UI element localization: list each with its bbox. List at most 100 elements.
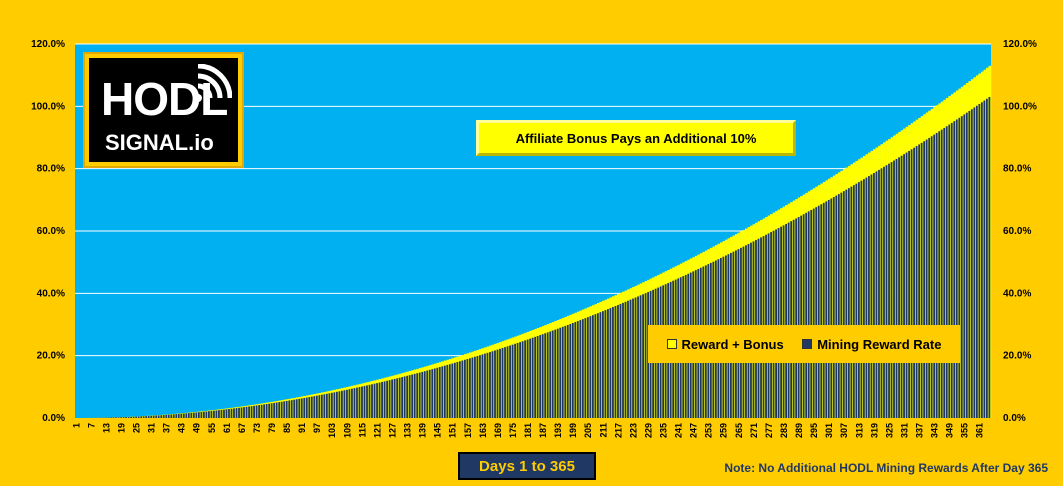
bar bbox=[857, 182, 860, 418]
bar bbox=[918, 144, 921, 418]
bar bbox=[790, 221, 793, 418]
bar bbox=[474, 356, 476, 418]
bar bbox=[268, 403, 271, 418]
bar bbox=[772, 230, 775, 418]
bar bbox=[524, 340, 527, 418]
bar bbox=[323, 394, 326, 418]
x-tick-label: 37 bbox=[162, 423, 172, 433]
y-axis-left: 0.0% 20.0% 40.0% 60.0% 80.0% 100.0% 120.0% bbox=[31, 39, 65, 424]
bar bbox=[381, 381, 383, 418]
bar bbox=[968, 110, 971, 418]
x-tick-label: 277 bbox=[764, 423, 774, 438]
bar bbox=[195, 412, 198, 418]
bar bbox=[233, 408, 235, 418]
bar bbox=[160, 415, 163, 418]
bar bbox=[255, 405, 258, 418]
bar bbox=[157, 415, 160, 418]
bar bbox=[235, 408, 238, 418]
bar bbox=[629, 299, 632, 418]
bar bbox=[175, 414, 178, 418]
bar bbox=[586, 317, 589, 418]
x-tick-label: 235 bbox=[659, 423, 669, 438]
x-tick-label: 49 bbox=[192, 423, 202, 433]
bar bbox=[955, 119, 958, 418]
x-tick-label: 355 bbox=[960, 423, 970, 438]
bar bbox=[248, 406, 250, 418]
x-tick-label: 289 bbox=[794, 423, 804, 438]
bar bbox=[418, 372, 421, 418]
x-tick-label: 139 bbox=[418, 423, 428, 438]
bar bbox=[250, 406, 253, 418]
x-tick-label: 127 bbox=[387, 423, 397, 438]
bar bbox=[336, 391, 338, 418]
bar bbox=[225, 409, 228, 418]
bar bbox=[466, 359, 469, 418]
bar bbox=[504, 347, 506, 418]
bar bbox=[132, 416, 135, 418]
bar bbox=[325, 393, 328, 418]
y-tick-label-left: 20.0% bbox=[37, 351, 65, 362]
bar bbox=[320, 394, 323, 418]
bar bbox=[925, 139, 928, 418]
bar bbox=[499, 348, 501, 418]
bar bbox=[152, 415, 155, 418]
bar bbox=[554, 329, 557, 418]
bar bbox=[644, 293, 647, 418]
bar bbox=[627, 300, 629, 418]
bar bbox=[122, 417, 125, 418]
bar bbox=[197, 412, 200, 418]
bar bbox=[898, 157, 900, 418]
bar bbox=[935, 132, 938, 418]
bar bbox=[847, 188, 850, 418]
bar bbox=[426, 370, 429, 418]
bar bbox=[800, 215, 803, 418]
bar bbox=[860, 180, 863, 418]
bar bbox=[155, 415, 158, 418]
x-tick-label: 337 bbox=[914, 423, 924, 438]
x-tick-label: 97 bbox=[312, 423, 322, 433]
bar bbox=[238, 407, 240, 418]
bar bbox=[827, 199, 830, 418]
x-tick-label: 103 bbox=[327, 423, 337, 438]
bar bbox=[388, 380, 391, 418]
x-tick-label: 31 bbox=[147, 423, 157, 433]
legend: Reward + Bonus Mining Reward Rate bbox=[648, 325, 960, 363]
x-tick-label: 181 bbox=[523, 423, 533, 438]
x-tick-label: 199 bbox=[568, 423, 578, 438]
hodl-signal-logo: HODL SIGNAL.io bbox=[83, 52, 244, 168]
bar bbox=[920, 142, 923, 418]
bar bbox=[456, 362, 459, 418]
bar bbox=[594, 314, 597, 418]
bar bbox=[368, 384, 371, 418]
bar bbox=[270, 403, 273, 418]
bar bbox=[356, 387, 358, 418]
bar bbox=[220, 409, 223, 418]
bar bbox=[579, 320, 582, 418]
bar bbox=[928, 137, 931, 419]
bar bbox=[963, 114, 966, 418]
bar bbox=[943, 127, 946, 418]
bar bbox=[358, 387, 361, 418]
bar bbox=[245, 406, 248, 418]
bar bbox=[840, 192, 843, 418]
bar bbox=[850, 186, 853, 418]
x-tick-label: 211 bbox=[598, 423, 608, 438]
bar bbox=[945, 126, 948, 419]
x-tick-label: 325 bbox=[884, 423, 894, 438]
bar bbox=[398, 377, 401, 418]
bar bbox=[825, 201, 828, 418]
bar bbox=[343, 390, 346, 418]
bar bbox=[376, 383, 378, 418]
bar bbox=[534, 336, 537, 418]
bar bbox=[182, 413, 185, 418]
bar bbox=[639, 295, 642, 418]
x-tick-label: 307 bbox=[839, 423, 849, 438]
bar bbox=[338, 391, 341, 418]
bar bbox=[278, 402, 281, 418]
bar bbox=[875, 171, 878, 418]
x-axis-title: Days 1 to 365 bbox=[458, 452, 596, 480]
bar bbox=[308, 397, 311, 418]
bar bbox=[973, 107, 976, 418]
bar bbox=[150, 415, 153, 418]
bar bbox=[290, 400, 293, 418]
